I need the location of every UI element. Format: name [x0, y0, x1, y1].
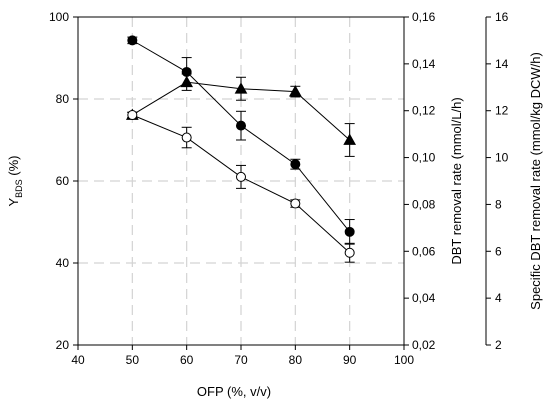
y-right1-tick-label: 0,12	[412, 104, 436, 118]
y-right2-tick-label: 16	[495, 10, 509, 24]
x-tick-label: 80	[289, 353, 303, 367]
y-right2-tick-label: 12	[495, 104, 509, 118]
y-left-title-sub: BDS	[14, 179, 24, 198]
y-right1-tick-label: 0,02	[412, 338, 436, 352]
x-tick-label: 60	[180, 353, 194, 367]
axes-layer: 40 50 60 70 80 90 100204060801000,020,040,060,…	[49, 10, 509, 367]
y-right1-axis-title: DBT removal rate (mmol/L/h)	[449, 97, 464, 264]
y-left-title-suffix: (%)	[6, 155, 21, 179]
data-point-filled-circle	[236, 120, 246, 131]
data-point-filled-circle	[290, 159, 301, 170]
data-point-open-circle	[290, 198, 301, 209]
data-point-open-circle	[127, 109, 138, 120]
y-right1-tick-label: 0,06	[412, 244, 436, 258]
data-point-triangle	[288, 85, 302, 97]
y-right1-tick-label: 0,16	[412, 10, 436, 24]
y-right2-tick-label: 8	[495, 197, 502, 211]
data-point-triangle	[234, 82, 248, 94]
series-circle-open	[127, 109, 355, 263]
y-right2-axis-title: Specific DBT removal rate (mmol/kg DCW/h…	[528, 52, 543, 310]
data-point-open-circle	[344, 247, 355, 258]
data-point-filled-circle	[344, 226, 355, 237]
data-point-filled-circle	[127, 35, 138, 46]
y-right1-tick-label: 0,04	[412, 291, 436, 305]
data-point-triangle	[180, 75, 194, 88]
data-point-open-circle	[236, 171, 246, 182]
y-left-title-main: Y	[6, 198, 21, 207]
y-right2-tick-label: 14	[495, 57, 509, 71]
labels-layer: OFP (%, v/v) YBDS (%) DBT removal rate (…	[6, 52, 543, 399]
y-left-tick-label: 40	[56, 256, 70, 270]
y-left-tick-label: 60	[56, 174, 70, 188]
series-triangle-filled	[125, 73, 357, 157]
y-right2-tick-label: 4	[495, 291, 502, 305]
series-layer	[125, 35, 357, 263]
x-tick-label: 40	[71, 353, 85, 367]
data-point-triangle	[343, 133, 357, 145]
x-tick-label: 100	[394, 353, 414, 367]
y-left-tick-label: 20	[56, 338, 70, 352]
y-right2-tick-label: 2	[495, 338, 502, 352]
y-left-tick-label: 100	[49, 10, 69, 24]
x-axis-title: OFP (%, v/v)	[197, 384, 271, 399]
x-tick-label: 90	[343, 353, 357, 367]
x-tick-label: 50	[126, 353, 140, 367]
x-tick-label: 70	[234, 353, 248, 367]
y-left-axis-title: YBDS (%)	[6, 155, 24, 206]
series-circle-filled	[127, 35, 355, 245]
y-left-tick-label: 80	[56, 92, 70, 106]
y-right2-tick-label: 10	[495, 151, 509, 165]
y-right2-tick-label: 6	[495, 244, 502, 258]
y-right1-tick-label: 0,14	[412, 57, 436, 71]
y-right1-tick-label: 0,10	[412, 151, 436, 165]
data-point-open-circle	[181, 132, 192, 143]
y-right1-tick-label: 0,08	[412, 197, 436, 211]
